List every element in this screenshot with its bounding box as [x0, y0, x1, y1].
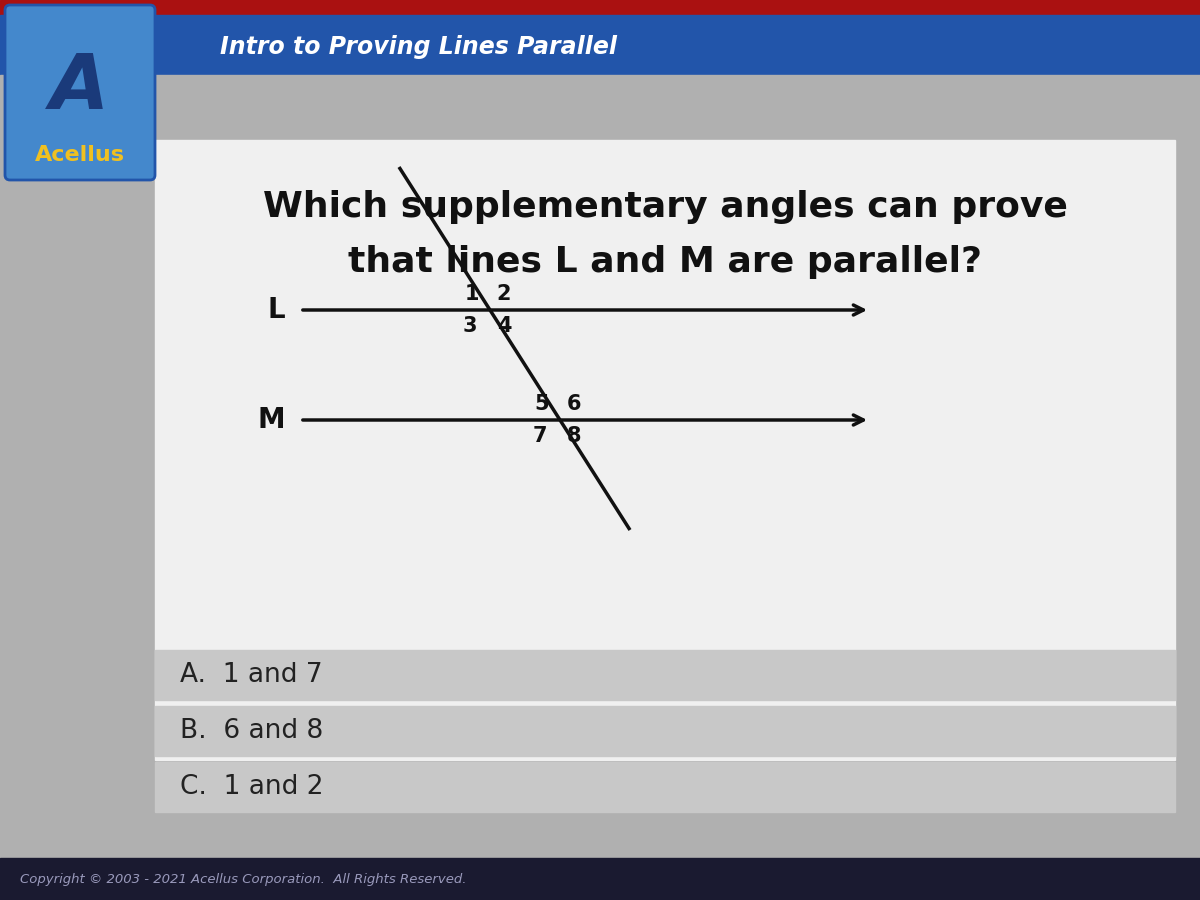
Text: L: L — [268, 296, 286, 324]
Text: 3: 3 — [463, 316, 478, 336]
FancyBboxPatch shape — [5, 5, 155, 180]
Text: 4: 4 — [497, 316, 511, 336]
Text: Copyright © 2003 - 2021 Acellus Corporation.  All Rights Reserved.: Copyright © 2003 - 2021 Acellus Corporat… — [20, 872, 467, 886]
Text: A: A — [50, 50, 109, 124]
Text: 7: 7 — [533, 426, 547, 446]
Text: B.  6 and 8: B. 6 and 8 — [180, 718, 323, 744]
Text: Acellus: Acellus — [35, 145, 125, 166]
Text: that lines L and M are parallel?: that lines L and M are parallel? — [348, 245, 982, 279]
Text: 1: 1 — [464, 284, 479, 304]
Bar — [0, 858, 1200, 900]
Bar — [0, 75, 1200, 83]
Bar — [155, 706, 1175, 756]
Text: M: M — [257, 406, 286, 434]
Bar — [155, 140, 1175, 760]
Text: C.  1 and 2: C. 1 and 2 — [180, 774, 324, 800]
Text: Which supplementary angles can prove: Which supplementary angles can prove — [263, 190, 1068, 224]
Text: 2: 2 — [497, 284, 511, 304]
Bar — [155, 762, 1175, 812]
Bar — [0, 0, 1200, 15]
Text: A.  1 and 7: A. 1 and 7 — [180, 662, 323, 688]
Bar — [0, 15, 1200, 75]
Text: 8: 8 — [566, 426, 581, 446]
Text: 6: 6 — [566, 394, 581, 414]
Text: Intro to Proving Lines Parallel: Intro to Proving Lines Parallel — [220, 35, 617, 59]
Bar — [155, 650, 1175, 700]
Text: 5: 5 — [535, 394, 550, 414]
